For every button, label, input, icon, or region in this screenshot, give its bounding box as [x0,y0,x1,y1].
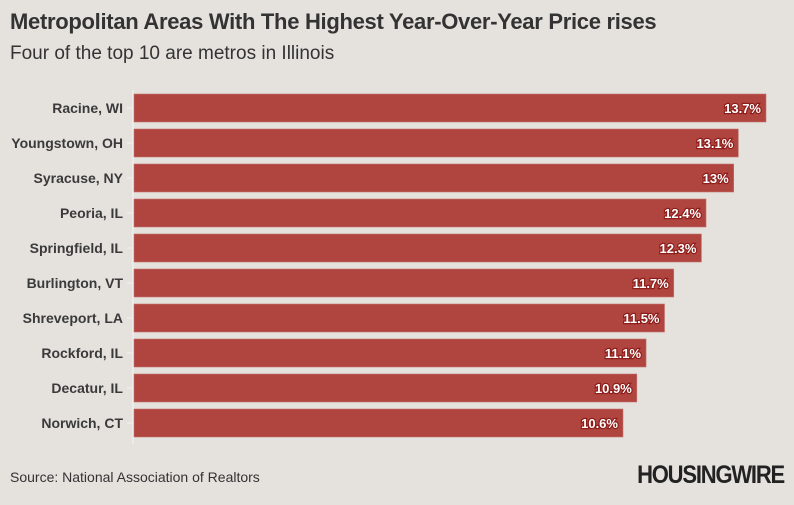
value-label: 10.9% [595,381,632,396]
bar [133,163,735,193]
category-label: Racine, WI [52,100,123,116]
bar [133,373,638,403]
value-label: 13% [703,171,729,186]
value-label: 12.3% [660,241,697,256]
bar [133,128,739,158]
value-label: 11.1% [605,346,642,361]
bar [133,338,647,368]
bar [133,233,702,263]
bar [133,198,707,228]
value-label: 13.7% [724,101,761,116]
chart-subtitle: Four of the top 10 are metros in Illinoi… [10,43,335,64]
category-label: Shreveport, LA [23,310,123,326]
bar [133,303,665,333]
chart-title: Metropolitan Areas With The Highest Year… [10,9,657,34]
source-note: Source: National Association of Realtors [10,469,260,485]
category-label: Norwich, CT [41,415,123,431]
value-label: 11.7% [633,276,670,291]
bar [133,408,624,438]
category-label: Decatur, IL [51,380,123,396]
category-label: Burlington, VT [27,275,124,291]
value-label: 12.4% [664,206,701,221]
category-label: Rockford, IL [41,345,123,361]
category-label: Syracuse, NY [34,170,124,186]
bar [133,93,767,123]
category-label: Peoria, IL [60,205,123,221]
value-label: 13.1% [696,136,733,151]
bar [133,268,675,298]
housingwire-logo: HOUSINGWIRE [637,460,785,489]
value-label: 11.5% [623,311,660,326]
value-label: 10.6% [581,416,618,431]
category-label: Springfield, IL [30,240,124,256]
category-label: Youngstown, OH [11,135,123,151]
